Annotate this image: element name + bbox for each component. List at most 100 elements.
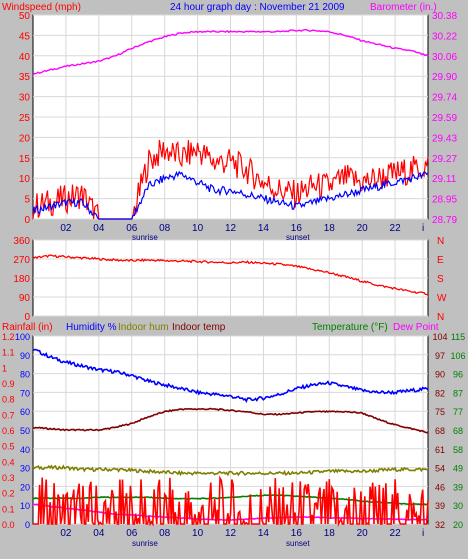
gridlines xyxy=(33,14,428,525)
rain-tick-12: 1.2 xyxy=(2,332,15,342)
wind-tick-4: 20 xyxy=(19,133,31,144)
rain-tick-11: 1.1 xyxy=(2,348,15,358)
indoor-temp-tick-8: 90 xyxy=(435,370,445,380)
x1-tick-2: 06 xyxy=(126,223,138,234)
indoor-temp-tick-10: 104 xyxy=(432,332,447,342)
x1-tick-11: i xyxy=(422,223,424,234)
x3-tick-8: 18 xyxy=(324,528,336,539)
baro-tick-9: 30.22 xyxy=(432,31,457,42)
x1-tick-6: 14 xyxy=(258,223,270,234)
wind-tick-10: 50 xyxy=(19,11,31,22)
indoor-temp-tick-9: 97 xyxy=(435,351,445,361)
legend-indoor-temp: Indoor temp xyxy=(172,322,226,333)
temp-tick-7: 87 xyxy=(453,388,463,398)
humidity-tick-0: 0 xyxy=(25,520,30,530)
humidity-tick-2: 20 xyxy=(20,482,30,492)
baro-tick-4: 29.43 xyxy=(432,133,457,144)
indoor-temp-tick-3: 54 xyxy=(435,464,445,474)
x3-tick-9: 20 xyxy=(357,528,369,539)
graph-title: 24 hour graph day : November 21 2009 xyxy=(170,2,345,13)
temp-tick-2: 39 xyxy=(453,482,463,492)
humidity-tick-9: 90 xyxy=(20,351,30,361)
windspeed-axis-label: Windspeed (mph) xyxy=(2,2,81,13)
x3-tick-4: 10 xyxy=(192,528,204,539)
legend-indoor-hum: Indoor hum xyxy=(118,322,169,333)
humidity-tick-3: 30 xyxy=(20,464,30,474)
rain-tick-1: 0.1 xyxy=(2,504,15,514)
rainfall-in-line xyxy=(33,475,429,528)
humidity-tick-8: 80 xyxy=(20,370,30,380)
x1-tick-1: 04 xyxy=(93,223,105,234)
x1-tick-9: 20 xyxy=(357,223,369,234)
compass-tick-1: W xyxy=(437,293,447,304)
baro-tick-1: 28.95 xyxy=(432,195,457,206)
dir-tick-3: 270 xyxy=(13,255,30,266)
x3-tick-2: 06 xyxy=(126,528,138,539)
humidity-tick-7: 70 xyxy=(20,388,30,398)
x1-tick-3: 08 xyxy=(159,223,171,234)
compass-tick-2: S xyxy=(437,274,444,285)
humidity-line xyxy=(32,348,429,404)
data-lines xyxy=(32,29,429,528)
legend-dew-point: Dew Point xyxy=(393,322,439,333)
wind-tick-0: 0 xyxy=(24,215,30,226)
temp-tick-1: 30 xyxy=(453,501,463,511)
barometer-axis-label: Barometer (in.) xyxy=(370,2,437,13)
temp-tick-0: 20 xyxy=(453,520,463,530)
temp-tick-3: 49 xyxy=(453,464,463,474)
temp-tick-10: 115 xyxy=(451,332,465,342)
humidity-tick-5: 50 xyxy=(20,426,30,436)
baro-tick-3: 29.27 xyxy=(432,154,457,165)
rain-tick-3: 0.3 xyxy=(2,473,15,483)
wind-tick-3: 15 xyxy=(19,154,31,165)
sunrise-label-top: sunrise xyxy=(132,233,158,242)
wind-tick-7: 35 xyxy=(19,72,31,83)
dir-tick-1: 90 xyxy=(19,293,31,304)
compass-tick-3: E xyxy=(437,255,444,266)
temp-tick-9: 106 xyxy=(450,351,465,361)
temp-tick-6: 77 xyxy=(453,407,463,417)
x3-tick-3: 08 xyxy=(159,528,171,539)
wind-average-line xyxy=(32,170,429,220)
x3-tick-0: 02 xyxy=(60,528,72,539)
legend-rainfall: Rainfall (in) xyxy=(2,322,53,333)
wind-tick-6: 30 xyxy=(19,93,31,104)
rain-tick-5: 0.5 xyxy=(2,442,15,452)
sunset-label-top: sunset xyxy=(286,233,310,242)
wind-tick-9: 45 xyxy=(19,31,31,42)
x1-tick-10: 22 xyxy=(390,223,402,234)
x3-tick-10: 22 xyxy=(390,528,402,539)
indoor-temp-tick-5: 68 xyxy=(435,426,445,436)
wind-tick-1: 5 xyxy=(24,195,30,206)
baro-tick-6: 29.74 xyxy=(432,93,457,104)
x1-tick-7: 16 xyxy=(291,223,303,234)
baro-tick-5: 29.59 xyxy=(432,113,457,124)
humidity-tick-1: 10 xyxy=(20,501,30,511)
indoor-hum-line xyxy=(32,464,429,477)
x3-tick-7: 16 xyxy=(291,528,303,539)
indoor-temp-line xyxy=(32,407,429,434)
indoor-temp-tick-6: 75 xyxy=(435,407,445,417)
rain-tick-4: 0.4 xyxy=(2,457,15,467)
indoor-temp-tick-4: 61 xyxy=(435,445,445,455)
x3-tick-11: i xyxy=(422,528,424,539)
compass-tick-4: N xyxy=(437,236,444,247)
compass-tick-0: N xyxy=(437,312,444,323)
humidity-tick-6: 60 xyxy=(20,407,30,417)
baro-tick-7: 29.90 xyxy=(432,72,457,83)
temp-tick-5: 68 xyxy=(453,426,463,436)
humidity-tick-10: 100 xyxy=(15,332,30,342)
x1-tick-5: 12 xyxy=(225,223,237,234)
sunrise-label-bottom: sunrise xyxy=(132,539,158,548)
baro-tick-10: 30.38 xyxy=(432,11,457,22)
x3-tick-5: 12 xyxy=(225,528,237,539)
wind-tick-8: 40 xyxy=(19,52,31,63)
indoor-temp-tick-0: 32 xyxy=(435,520,445,530)
x3-tick-1: 04 xyxy=(93,528,105,539)
dir-tick-0: 0 xyxy=(24,312,30,323)
rain-tick-8: 0.8 xyxy=(2,395,15,405)
baro-tick-8: 30.06 xyxy=(432,52,457,63)
rain-tick-2: 0.2 xyxy=(2,489,15,499)
